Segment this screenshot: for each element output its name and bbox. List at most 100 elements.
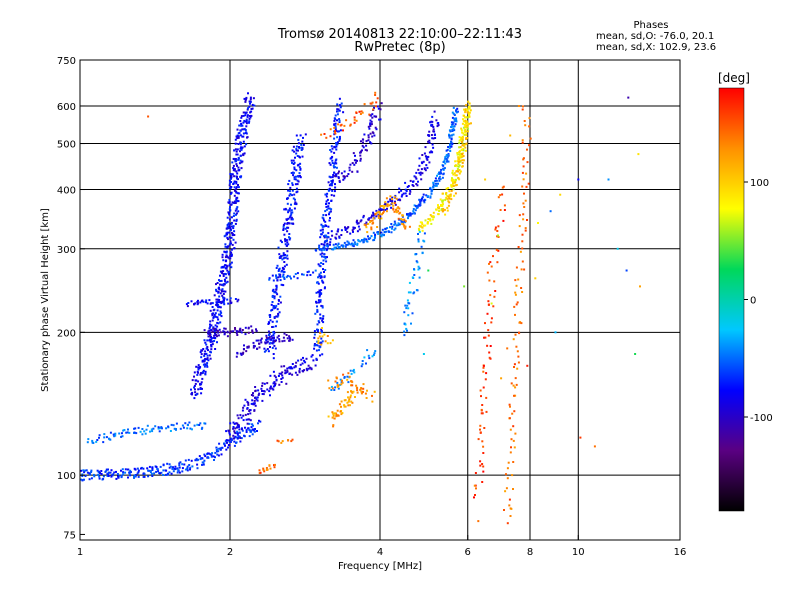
o-echo-point xyxy=(326,247,329,250)
o-echo-point xyxy=(291,367,294,370)
o-echo-point xyxy=(439,172,442,175)
x-echo-point xyxy=(336,409,339,412)
o-echo-point xyxy=(245,429,248,432)
o-echo-point xyxy=(229,441,232,443)
x-echo-point xyxy=(509,515,512,517)
o-echo-point xyxy=(162,463,165,466)
x-echo-point xyxy=(353,116,356,119)
o-echo-point xyxy=(288,179,291,182)
x-echo-point xyxy=(512,461,515,463)
o-echo-point xyxy=(329,176,332,179)
x-echo-point xyxy=(403,224,406,227)
o-echo-point xyxy=(232,169,235,171)
isolated-echo-point xyxy=(549,210,552,213)
o-echo-point xyxy=(333,389,336,391)
o-echo-point xyxy=(272,385,275,388)
o-echo-point xyxy=(242,132,245,135)
o-echo-point xyxy=(452,121,455,124)
o-echo-point xyxy=(150,472,153,475)
o-echo-point xyxy=(450,145,453,148)
o-echo-point xyxy=(204,357,207,360)
o-echo-point xyxy=(121,435,124,438)
o-echo-point xyxy=(288,339,291,342)
x-echo-point xyxy=(262,468,265,471)
o-echo-point xyxy=(373,115,376,118)
x-echo-point xyxy=(454,174,457,177)
o-echo-point xyxy=(188,464,191,466)
o-echo-point xyxy=(198,367,201,370)
o-echo-point xyxy=(216,316,219,319)
o-echo-point xyxy=(315,349,318,352)
o-echo-point xyxy=(227,226,230,228)
o-echo-point xyxy=(369,237,372,240)
x-echo-point xyxy=(331,416,334,419)
x-echo-point xyxy=(449,195,452,198)
colorbar-tick-label: -100 xyxy=(750,413,773,424)
o-echo-point xyxy=(232,215,235,217)
o-echo-point xyxy=(267,323,270,325)
o-echo-point xyxy=(290,172,293,174)
x-echo-point xyxy=(461,159,464,162)
x-echo-point xyxy=(497,225,500,228)
o-echo-point xyxy=(438,177,440,180)
o-echo-point xyxy=(127,428,129,431)
o-echo-point xyxy=(283,261,286,263)
o-echo-point xyxy=(223,283,226,286)
o-echo-point xyxy=(334,247,337,250)
x-echo-point xyxy=(397,206,400,209)
colorbar-label: [deg] xyxy=(718,71,750,85)
o-echo-point xyxy=(209,453,212,456)
o-echo-point xyxy=(339,378,342,381)
o-echo-point xyxy=(405,195,408,197)
o-echo-point xyxy=(249,100,252,103)
o-echo-point xyxy=(453,129,456,132)
o-echo-point xyxy=(248,105,251,108)
o-echo-point xyxy=(404,192,407,195)
x-echo-point xyxy=(367,223,370,225)
o-echo-point xyxy=(406,329,408,332)
o-echo-point xyxy=(299,134,302,137)
o-echo-point xyxy=(242,128,245,131)
o-echo-point xyxy=(282,268,285,270)
o-echo-point xyxy=(248,422,251,425)
o-echo-point xyxy=(321,231,324,234)
o-echo-point xyxy=(223,297,226,300)
o-echo-point xyxy=(270,335,273,338)
o-echo-point xyxy=(401,215,404,218)
o-echo-point xyxy=(323,253,326,256)
x-echo-point xyxy=(513,394,515,397)
x-echo-point xyxy=(468,107,471,110)
o-echo-point xyxy=(451,130,454,132)
x-echo-point xyxy=(417,227,420,230)
o-echo-point xyxy=(298,172,301,175)
x-echo-point xyxy=(432,215,435,218)
isolated-echo-point xyxy=(427,269,430,272)
o-echo-point xyxy=(124,471,127,474)
x-echo-point xyxy=(317,340,320,343)
o-echo-point xyxy=(335,158,338,161)
y-tick-label: 750 xyxy=(57,56,76,67)
x-tick-label: 2 xyxy=(227,547,233,558)
o-echo-point xyxy=(181,424,184,427)
o-echo-point xyxy=(222,296,225,299)
o-echo-point xyxy=(294,178,297,181)
x-echo-point xyxy=(523,120,526,122)
o-echo-point xyxy=(222,270,225,273)
o-echo-point xyxy=(210,454,213,457)
o-echo-point xyxy=(322,246,325,249)
o-echo-point xyxy=(352,152,355,155)
o-echo-point xyxy=(338,235,341,238)
o-echo-point xyxy=(313,333,316,336)
o-echo-point xyxy=(320,243,323,246)
o-echo-point xyxy=(235,180,238,183)
o-echo-point xyxy=(450,126,453,128)
o-echo-point xyxy=(204,455,207,458)
o-echo-point xyxy=(339,383,342,386)
o-echo-point xyxy=(320,223,323,226)
o-echo-point xyxy=(246,407,249,409)
o-echo-point xyxy=(242,352,244,355)
o-echo-point xyxy=(122,473,125,476)
o-echo-point xyxy=(338,138,341,141)
x-echo-point xyxy=(481,463,484,465)
